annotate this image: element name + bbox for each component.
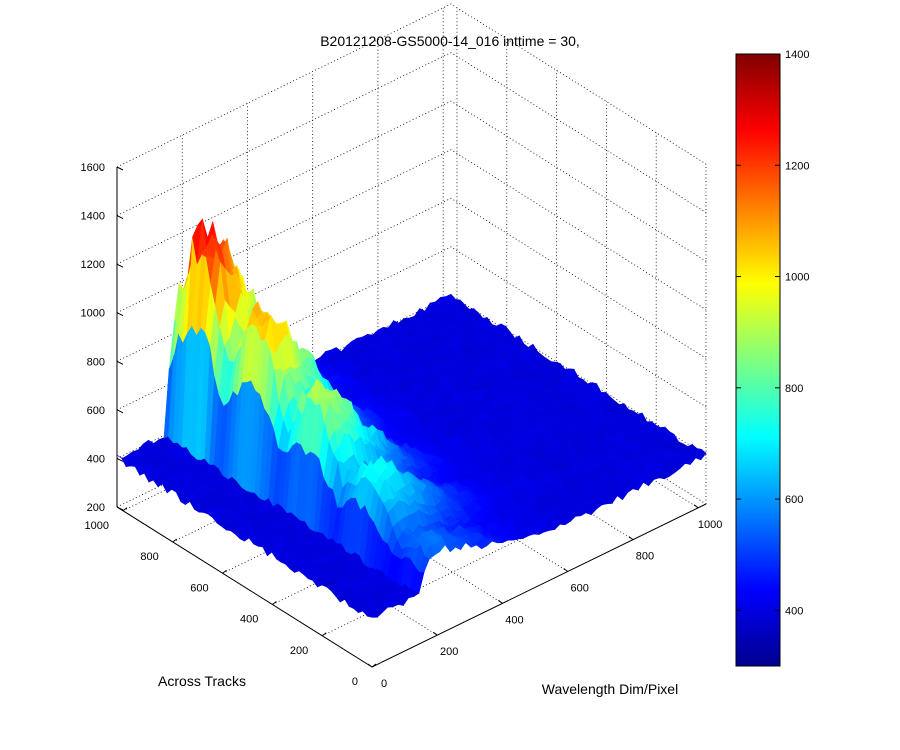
x-tick-label: 800: [636, 551, 654, 563]
chart-title: B20121208-GS5000-14_016 inttime = 30,: [320, 33, 580, 49]
y-tick-label: 1000: [84, 520, 108, 532]
z-tick-label: 800: [87, 356, 105, 368]
x-axis-label: Wavelength Dim/Pixel: [542, 681, 678, 697]
x-axis-line: [371, 503, 707, 668]
colorbar-tick-label: 1400: [785, 49, 809, 61]
x-tick-label: 200: [440, 646, 458, 658]
z-tick-label: 400: [87, 453, 105, 465]
colorbar-tick-label: 600: [785, 494, 803, 506]
y-tick-label: 200: [290, 645, 308, 657]
colorbar: 400 600 800 1000 1200 1400: [735, 49, 809, 667]
z-tick-label: 600: [87, 405, 105, 417]
y-tick-label: 800: [140, 551, 158, 563]
surface-mesh: [116, 218, 707, 618]
x-tick-label: 0: [381, 678, 387, 690]
z-tick-label: 1400: [81, 211, 105, 223]
colorbar-tick-label: 800: [785, 383, 803, 395]
axis-ticks: 0 200 400 600 800 1000 0 200 400 600 800 1000 200 400…: [81, 162, 723, 690]
colorbar-tick-label: 1000: [785, 272, 809, 284]
z-tick-label: 1200: [81, 259, 105, 271]
y-tick-label: 600: [190, 582, 208, 594]
x-tick-label: 600: [571, 582, 589, 594]
y-tick-label: 400: [240, 614, 258, 626]
surface-cell: [695, 448, 707, 461]
z-tick-label: 200: [87, 502, 105, 514]
y-axis-line: [116, 506, 373, 668]
colorbar-tick-label: 1200: [785, 160, 809, 172]
x-tick-label: 1000: [698, 519, 722, 531]
colorbar-tick-label: 400: [785, 605, 803, 617]
axes-frame: [116, 167, 707, 668]
y-tick-label: 0: [352, 676, 358, 688]
y-axis-label: Across Tracks: [158, 673, 246, 689]
z-tick-label: 1600: [81, 162, 105, 174]
colorbar-scale: [735, 53, 781, 667]
z-tick-label: 1000: [81, 308, 105, 320]
x-tick-label: 400: [505, 614, 523, 626]
